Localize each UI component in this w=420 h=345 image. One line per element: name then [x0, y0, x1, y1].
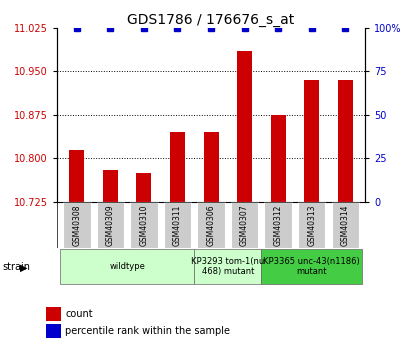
Text: strain: strain [2, 263, 30, 272]
Text: ▶: ▶ [20, 263, 28, 272]
Text: GSM40309: GSM40309 [106, 204, 115, 246]
Text: GSM40314: GSM40314 [341, 204, 350, 246]
Bar [331, 202, 359, 248]
Text: GSM40313: GSM40313 [307, 204, 316, 246]
Bar [103, 170, 118, 202]
Bar [97, 202, 124, 248]
Bar [60, 249, 194, 284]
Bar [69, 150, 84, 202]
Text: GSM40312: GSM40312 [274, 205, 283, 246]
Bar [231, 202, 258, 248]
Text: GSM40307: GSM40307 [240, 204, 249, 246]
Text: GSM40311: GSM40311 [173, 205, 182, 246]
Text: GSM40308: GSM40308 [72, 204, 81, 246]
Bar [270, 115, 286, 202]
Text: KP3365 unc-43(n1186)
mutant: KP3365 unc-43(n1186) mutant [263, 257, 360, 276]
Text: percentile rank within the sample: percentile rank within the sample [65, 326, 230, 336]
Bar [204, 132, 218, 202]
Bar [136, 173, 152, 202]
Bar [338, 80, 353, 202]
Text: GSM40310: GSM40310 [139, 204, 148, 246]
Bar [170, 132, 185, 202]
Bar [265, 202, 292, 248]
Bar [298, 202, 326, 248]
Text: count: count [65, 309, 93, 319]
Text: wildtype: wildtype [109, 262, 145, 271]
Text: GSM40306: GSM40306 [207, 204, 215, 246]
Bar [63, 202, 91, 248]
Bar [197, 202, 225, 248]
Bar [237, 51, 252, 202]
Bar [304, 80, 319, 202]
Title: GDS1786 / 176676_s_at: GDS1786 / 176676_s_at [127, 12, 295, 27]
Bar [130, 202, 158, 248]
Text: KP3293 tom-1(nu
468) mutant: KP3293 tom-1(nu 468) mutant [191, 257, 265, 276]
Bar [194, 249, 261, 284]
Bar [261, 249, 362, 284]
Bar [164, 202, 191, 248]
